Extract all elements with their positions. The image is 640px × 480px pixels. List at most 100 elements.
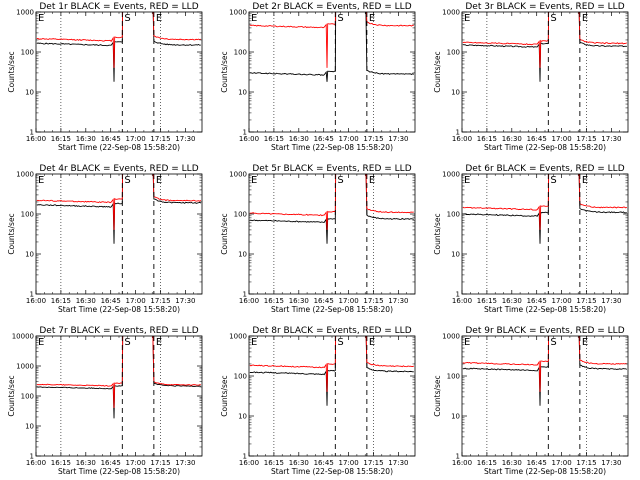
x-tick-label: 16:15	[264, 297, 284, 305]
x-tick-label: 16:00	[26, 297, 46, 305]
y-tick-label: 10	[25, 423, 34, 431]
x-tick-label: 16:30	[289, 459, 309, 467]
marker-label: S	[337, 13, 343, 24]
marker-label: E	[369, 337, 375, 348]
x-tick-label: 16:30	[502, 297, 522, 305]
marker-label: S	[124, 13, 130, 24]
y-axis-label: Counts/sec	[220, 213, 229, 254]
marker-label: E	[369, 175, 375, 186]
plot-area	[249, 174, 414, 294]
x-axis-label: Start Time (22-Sep-08 15:58:20)	[271, 467, 393, 476]
chart-title: Det 2r BLACK = Events, RED = LLD	[252, 2, 411, 12]
marker-label: E	[38, 337, 44, 348]
y-tick-label: 1000	[442, 333, 460, 341]
marker-label: S	[550, 175, 556, 186]
x-axis-label: Start Time (22-Sep-08 15:58:20)	[271, 143, 393, 152]
marker-label: E	[156, 337, 162, 348]
x-tick-label: 17:00	[339, 135, 359, 143]
x-tick-label: 16:15	[477, 135, 497, 143]
x-tick-label: 16:30	[502, 135, 522, 143]
y-tick-label: 10	[25, 251, 34, 259]
chart-title: Det 3r BLACK = Events, RED = LLD	[465, 2, 624, 12]
series-line-lld	[36, 336, 201, 408]
x-axis-label: Start Time (22-Sep-08 15:58:20)	[484, 305, 606, 314]
chart-title: Det 7r BLACK = Events, RED = LLD	[39, 326, 198, 336]
y-tick-label: 100	[21, 393, 34, 401]
x-tick-label: 17:00	[126, 135, 146, 143]
plot-area	[462, 336, 628, 456]
y-tick-label: 1	[243, 129, 247, 137]
y-tick-label: 10	[238, 251, 247, 259]
marker-label: E	[464, 337, 470, 348]
x-tick-label: 16:00	[452, 297, 472, 305]
x-tick-label: 16:45	[314, 459, 334, 467]
chart-title: Det 4r BLACK = Events, RED = LLD	[39, 164, 198, 174]
x-tick-label: 17:15	[576, 459, 596, 467]
x-tick-label: 16:45	[527, 135, 547, 143]
x-tick-label: 17:15	[363, 135, 383, 143]
series-line-lld	[462, 12, 627, 68]
x-tick-label: 17:00	[552, 459, 572, 467]
series-line-events	[36, 12, 201, 82]
x-tick-label: 17:15	[576, 297, 596, 305]
plot-area	[249, 336, 414, 456]
x-tick-label: 17:30	[601, 459, 621, 467]
y-tick-label: 1	[30, 453, 34, 461]
x-tick-label: 17:15	[150, 135, 170, 143]
x-tick-label: 17:30	[388, 459, 408, 467]
x-tick-label: 17:15	[363, 459, 383, 467]
x-tick-label: 16:30	[289, 297, 309, 305]
y-tick-label: 1000	[442, 9, 460, 17]
x-tick-label: 16:00	[239, 459, 259, 467]
x-tick-label: 17:15	[576, 135, 596, 143]
marker-label: S	[337, 175, 343, 186]
series-line-lld	[249, 336, 414, 392]
x-tick-label: 16:00	[26, 459, 46, 467]
y-tick-label: 100	[234, 49, 247, 57]
x-axis-label: Start Time (22-Sep-08 15:58:20)	[58, 305, 180, 314]
marker-label: S	[550, 13, 556, 24]
y-tick-label: 1	[30, 291, 34, 299]
x-tick-label: 17:30	[175, 297, 195, 305]
series-line-lld	[462, 336, 627, 392]
chart-title: Det 8r BLACK = Events, RED = LLD	[252, 326, 411, 336]
y-tick-label: 100	[447, 373, 460, 381]
x-tick-label: 16:45	[101, 297, 121, 305]
x-axis-label: Start Time (22-Sep-08 15:58:20)	[484, 143, 606, 152]
marker-label: E	[464, 13, 470, 24]
series-line-lld	[36, 174, 202, 230]
chart-title: Det 9r BLACK = Events, RED = LLD	[465, 326, 624, 336]
marker-label: E	[156, 175, 162, 186]
x-tick-label: 16:15	[477, 459, 497, 467]
series-line-events	[462, 336, 628, 406]
marker-label: E	[464, 175, 470, 186]
y-axis-label: Counts/sec	[7, 213, 16, 254]
x-tick-label: 17:30	[388, 297, 408, 305]
y-tick-label: 1000	[16, 363, 34, 371]
marker-label: E	[251, 337, 257, 348]
y-tick-label: 100	[234, 211, 247, 219]
y-tick-label: 100	[21, 49, 34, 57]
x-tick-label: 16:30	[76, 459, 96, 467]
x-axis-label: Start Time (22-Sep-08 15:58:20)	[484, 467, 606, 476]
y-tick-label: 1	[243, 453, 247, 461]
y-axis-label: Counts/sec	[7, 375, 16, 416]
marker-label: E	[369, 13, 375, 24]
marker-label: E	[251, 175, 257, 186]
x-tick-label: 16:30	[502, 459, 522, 467]
x-tick-label: 16:45	[314, 135, 334, 143]
marker-label: E	[38, 13, 44, 24]
x-tick-label: 17:30	[388, 135, 408, 143]
series-line-events	[249, 12, 415, 82]
y-axis-label: Counts/sec	[220, 375, 229, 416]
x-tick-label: 17:30	[175, 135, 195, 143]
